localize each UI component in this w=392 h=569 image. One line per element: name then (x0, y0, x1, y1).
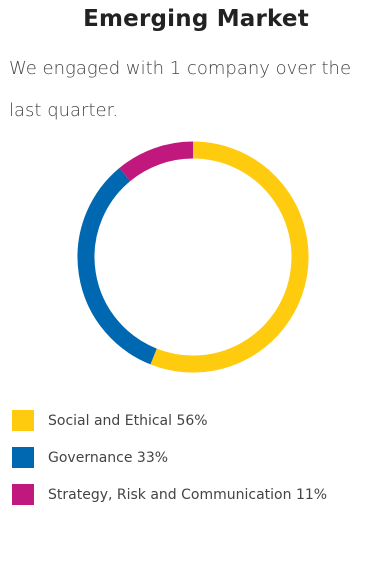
legend-swatch-governance (12, 447, 34, 468)
legend-label-governance: Governance 33% (48, 450, 169, 466)
donut-slices (77, 141, 309, 373)
slice-social-ethical (150, 141, 309, 373)
chart-title: Emerging Market (83, 6, 309, 32)
legend-swatch-strategy-risk (12, 484, 34, 505)
slice-strategy-risk (119, 141, 194, 182)
legend-item-strategy-risk: Strategy, Risk and Communication 11% (12, 484, 387, 505)
donut-chart (77, 141, 309, 373)
legend-label-social-ethical: Social and Ethical 56% (48, 413, 208, 429)
legend-label-strategy-risk: Strategy, Risk and Communication 11% (48, 487, 328, 503)
legend-item-social-ethical: Social and Ethical 56% (12, 410, 387, 431)
legend-swatch-social-ethical (12, 410, 34, 431)
legend-item-governance: Governance 33% (12, 447, 387, 468)
slice-governance (77, 168, 157, 365)
chart-description: We engaged with 1 company over the last … (9, 58, 352, 121)
chart-legend: Social and Ethical 56% Governance 33% St… (12, 410, 387, 521)
